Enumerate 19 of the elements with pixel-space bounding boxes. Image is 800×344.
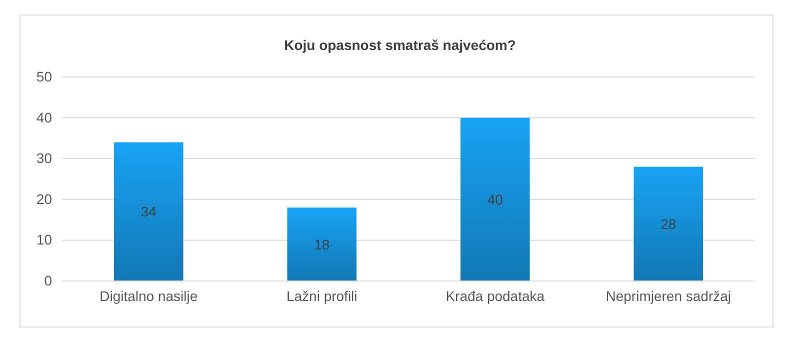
bar [634,166,704,281]
x-tick-label: Neprimjeren sadržaj [606,288,732,304]
bar [114,142,184,281]
y-tick-label: 20 [36,190,52,207]
y-tick-label: 30 [36,150,52,166]
y-tick-label: 0 [44,272,52,288]
y-tick-label: 50 [36,68,52,84]
data-label: 18 [314,236,330,252]
data-label: 34 [140,204,157,220]
data-label: 40 [487,191,504,208]
y-tick-label: 40 [36,109,52,126]
data-label: 28 [660,216,676,232]
x-tick-label: Lažni profili [286,288,358,304]
x-tick-label: Krađa podataka [446,288,545,304]
x-tick-label: Digitalno nasilje [100,288,198,304]
y-tick-label: 10 [36,232,52,248]
bar [287,208,357,281]
bar [460,118,530,281]
chart-title: Koju opasnost smatraš najvećom? [284,37,516,53]
